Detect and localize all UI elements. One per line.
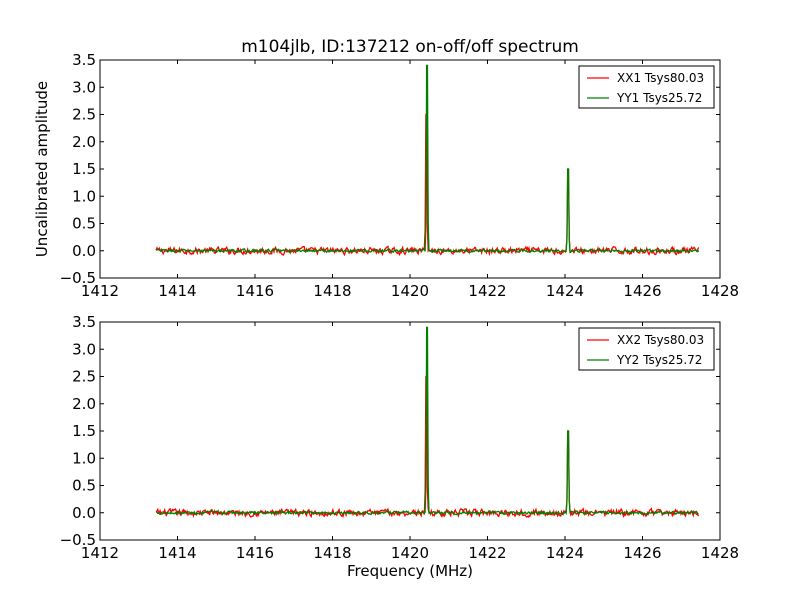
x-tick-label: 1414 bbox=[158, 544, 196, 562]
x-tick-label: 1414 bbox=[158, 282, 196, 300]
x-tick-label: 1424 bbox=[546, 544, 584, 562]
x-tick-label: 1428 bbox=[701, 544, 739, 562]
series-line-1 bbox=[155, 375, 700, 519]
y-tick-label: 3.5 bbox=[72, 51, 96, 69]
y-tick-label: 3.5 bbox=[72, 313, 96, 331]
panel-2: 1412 1414 1416 1418 1420 1422 1424 1426 1428 −0.5… bbox=[60, 313, 740, 580]
x-tick-label: 1416 bbox=[236, 544, 274, 562]
x-tick-label: 1412 bbox=[81, 282, 119, 300]
y-tick-label: 3.0 bbox=[72, 78, 96, 96]
y-tick-label: 1.5 bbox=[72, 160, 96, 178]
x-tick-label: 1422 bbox=[468, 544, 506, 562]
y-tick-label: 2.5 bbox=[72, 106, 96, 124]
legend-label: XX1 Tsys80.03 bbox=[617, 71, 704, 85]
y-tick-label: 2.0 bbox=[72, 133, 96, 151]
x-tick-label: 1420 bbox=[391, 544, 429, 562]
x-tick-label: 1426 bbox=[623, 544, 661, 562]
x-tick-label: 1412 bbox=[81, 544, 119, 562]
y-tick-label: 2.5 bbox=[72, 368, 96, 386]
y-tick-label: −0.5 bbox=[60, 531, 96, 549]
y-tick-label: 1.0 bbox=[72, 187, 96, 205]
y-tick-label: 0.0 bbox=[72, 504, 96, 522]
figure-title: m104jlb, ID:137212 on-off/off spectrum bbox=[241, 37, 579, 57]
y-tick-label: 1.5 bbox=[72, 422, 96, 440]
panel-1: 1412 1414 1416 1418 1420 1422 1424 1426 1428 −0.5… bbox=[33, 51, 739, 300]
y-tick-label: 0.0 bbox=[72, 242, 96, 260]
y-axis-label: Uncalibrated amplitude bbox=[33, 81, 51, 257]
x-tick-label: 1424 bbox=[546, 282, 584, 300]
legend: XX1 Tsys80.03 YY1 Tsys25.72 bbox=[578, 65, 715, 109]
x-tick-label: 1422 bbox=[468, 282, 506, 300]
x-axis-label: Frequency (MHz) bbox=[347, 562, 473, 580]
series-line-2 bbox=[156, 326, 699, 516]
legend-label: YY2 Tsys25.72 bbox=[616, 353, 702, 367]
y-tick-label: −0.5 bbox=[60, 269, 96, 287]
x-tick-label: 1428 bbox=[701, 282, 739, 300]
x-tick-label: 1418 bbox=[313, 282, 351, 300]
legend-label: XX2 Tsys80.03 bbox=[617, 333, 704, 347]
x-tick-label: 1420 bbox=[391, 282, 429, 300]
x-tick-label: 1418 bbox=[313, 544, 351, 562]
y-tick-label: 3.0 bbox=[72, 340, 96, 358]
legend-box bbox=[578, 65, 715, 109]
y-tick-label: 2.0 bbox=[72, 395, 96, 413]
y-tick-label: 0.5 bbox=[72, 477, 96, 495]
x-tick-label: 1416 bbox=[236, 282, 274, 300]
legend-label: YY1 Tsys25.72 bbox=[616, 91, 702, 105]
y-tick-label: 1.0 bbox=[72, 449, 96, 467]
series-line-2 bbox=[155, 64, 700, 254]
x-tick-label: 1426 bbox=[623, 282, 661, 300]
legend: XX2 Tsys80.03 YY2 Tsys25.72 bbox=[578, 327, 715, 371]
y-tick-label: 0.5 bbox=[72, 215, 96, 233]
legend-box bbox=[578, 327, 715, 371]
